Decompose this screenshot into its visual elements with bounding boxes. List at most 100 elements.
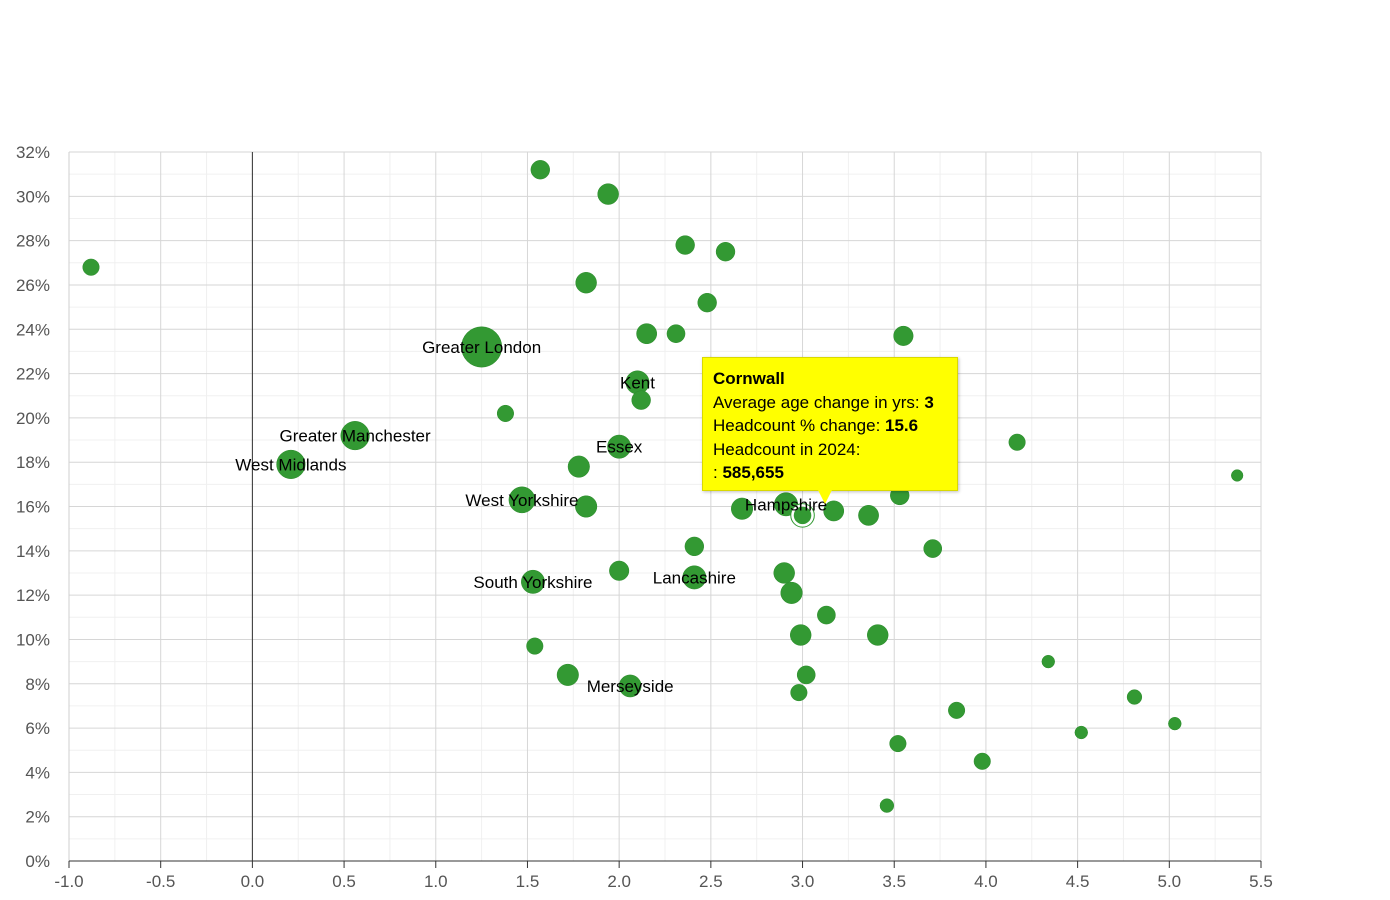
tooltip-row-value: 15.6	[885, 416, 919, 435]
tooltip-row: Average age change in yrs: 3	[713, 391, 947, 415]
bubble	[1074, 725, 1088, 740]
y-tick-label: 12%	[16, 586, 50, 605]
bubble	[879, 798, 895, 813]
tooltip-row: Headcount % change: 15.6	[713, 414, 947, 438]
y-tick-label: 10%	[16, 630, 50, 649]
bubble	[973, 752, 991, 770]
bubble-label: Greater London	[422, 338, 541, 357]
tooltip-row-label: :	[713, 463, 723, 482]
bubble	[618, 674, 642, 698]
x-tick-label: 5.0	[1157, 872, 1181, 891]
bubble-labels: West Midlands Greater Manchester Greater L…	[235, 338, 827, 696]
x-tick-label: 4.5	[1066, 872, 1090, 891]
y-tick-label: 2%	[25, 808, 50, 827]
bubble	[1126, 689, 1143, 705]
bubble	[823, 500, 845, 522]
y-tick-label: 20%	[16, 409, 50, 428]
y-tick-label: 26%	[16, 276, 50, 295]
bubble	[636, 323, 658, 345]
bubble-series	[82, 160, 1244, 813]
bubble	[556, 663, 579, 686]
bubble	[780, 581, 803, 604]
tooltip: Cornwall Average age change in yrs: 3 He…	[702, 357, 958, 491]
bubble	[796, 665, 816, 685]
bubble	[575, 272, 597, 294]
bubble	[521, 569, 545, 594]
bubble	[609, 560, 630, 581]
bubble-label: West Midlands	[235, 455, 346, 474]
x-tick-label: 0.0	[241, 872, 265, 891]
bubble	[508, 486, 536, 514]
x-tick-label: -0.5	[146, 872, 175, 891]
bubble	[923, 539, 943, 558]
tooltip-row: Headcount in 2024:	[713, 438, 947, 462]
x-tick-label: 1.0	[424, 872, 448, 891]
bubble	[1231, 469, 1244, 482]
bubble-label: Hampshire	[745, 495, 827, 514]
bubble	[575, 495, 598, 518]
x-tick-label: -1.0	[54, 872, 83, 891]
bubble	[461, 326, 503, 368]
y-tick-label: 30%	[16, 187, 50, 206]
y-tick-label: 22%	[16, 365, 50, 384]
bubble	[1168, 716, 1182, 731]
y-tick-label: 24%	[16, 320, 50, 339]
bubble-label: West Yorkshire	[465, 491, 578, 510]
x-tick-label: 3.5	[882, 872, 906, 891]
y-tick-label: 4%	[25, 763, 50, 782]
bubble	[276, 449, 306, 479]
bubble	[731, 497, 754, 520]
y-tick-label: 8%	[25, 675, 50, 694]
y-tick-label: 28%	[16, 232, 50, 251]
bubble	[715, 242, 736, 262]
bubble	[684, 536, 704, 557]
bubble	[817, 605, 836, 625]
bubble	[889, 735, 907, 753]
tooltip-row-value: 585,655	[722, 463, 784, 482]
bubble	[773, 562, 795, 584]
bubble	[340, 421, 370, 451]
bubble-label: Merseyside	[587, 677, 674, 696]
bubble	[697, 293, 717, 313]
y-tick-label: 6%	[25, 719, 50, 738]
bubble	[496, 404, 514, 422]
bubble	[790, 684, 808, 702]
bubble	[1008, 433, 1026, 451]
bubble-label: Lancashire	[653, 568, 736, 587]
bubble	[867, 624, 889, 646]
y-tick-label: 18%	[16, 453, 50, 472]
tooltip-row-value: 3	[924, 392, 934, 412]
bubble	[607, 434, 632, 459]
bubble	[790, 624, 812, 646]
axes	[68, 152, 1261, 862]
bubble	[858, 505, 879, 526]
tooltip-row-label: Average age change in yrs:	[713, 392, 925, 412]
bubble	[666, 324, 686, 343]
x-tick-label: 4.0	[974, 872, 998, 891]
bubble	[1041, 654, 1055, 669]
bubble	[682, 565, 707, 590]
y-tick-label: 16%	[16, 498, 50, 517]
x-tick-label: 2.5	[699, 872, 723, 891]
bubble	[567, 455, 590, 478]
bubble	[793, 506, 812, 525]
y-tick-label: 32%	[16, 143, 50, 162]
x-tick-label: 1.5	[516, 872, 540, 891]
y-tick-label: 0%	[25, 852, 50, 871]
y-tick-label: 14%	[16, 542, 50, 561]
bubble	[675, 235, 695, 255]
bubble	[526, 637, 544, 655]
tooltip-title: Cornwall	[713, 369, 785, 388]
x-axis-ticks: -1.0 -0.5 0.0 0.5 1.0 1.5 2.0 2.5 3.0 3.5 4.0 4.5 5.…	[54, 861, 1273, 891]
bubble-label: South Yorkshire	[473, 573, 592, 592]
tooltip-row-label: Headcount in 2024:	[713, 439, 861, 459]
bubble-label: Essex	[596, 438, 643, 457]
bubble	[530, 160, 550, 180]
y-axis-ticks: 0% 2% 4% 6% 8% 10% 12% 14% 16% 18% 20% 22% 24% 26% 28%…	[16, 143, 50, 871]
bubble	[597, 183, 619, 205]
x-tick-label: 3.0	[791, 872, 815, 891]
tooltip-row: : 585,655	[713, 461, 947, 485]
tooltip-pointer	[818, 490, 832, 504]
bubble	[631, 390, 651, 410]
